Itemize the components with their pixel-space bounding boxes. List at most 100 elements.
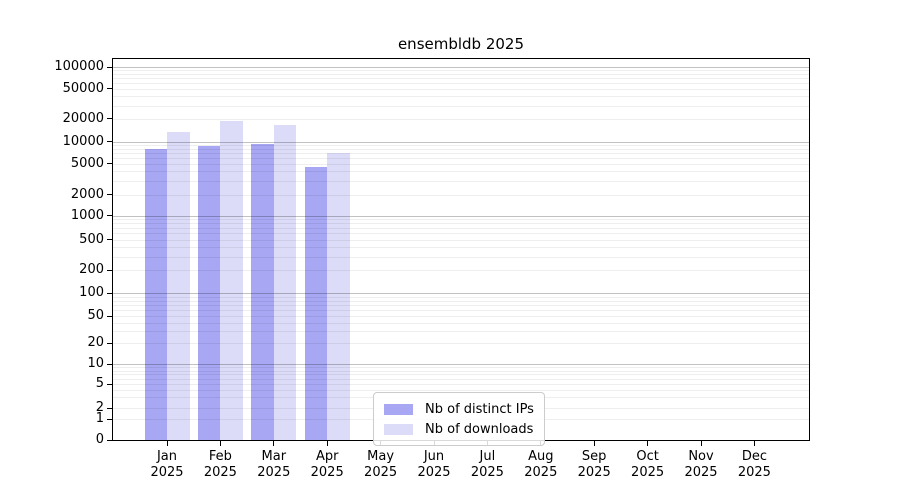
x-tick-mark [219,441,221,446]
major-gridline [113,141,809,143]
y-tick-label: 2 [95,400,104,416]
major-gridline [113,293,809,295]
y-tick-mark [107,239,112,241]
legend-label-downloads: Nb of downloads [425,421,534,437]
x-tick-mark [593,441,595,446]
x-tick-mark [753,441,755,446]
bar-downloads-jan [167,131,190,440]
x-tick-label: Jun 2025 [417,449,451,480]
minor-gridline [113,316,809,318]
bar-downloads-apr [327,153,350,440]
x-tick-label: Aug 2025 [524,449,558,480]
legend: Nb of distinct IPs Nb of downloads [373,392,545,446]
minor-gridline [113,331,809,333]
y-tick-label: 500 [79,231,104,247]
y-tick-mark [107,88,112,90]
y-tick-mark [107,215,112,217]
minor-gridline [113,105,809,107]
y-tick-label: 50 [87,308,104,324]
x-tick-mark [700,441,702,446]
y-tick-mark [107,194,112,196]
minor-gridline [113,194,809,196]
y-tick-mark [107,141,112,143]
y-tick-label: 50000 [62,80,104,96]
plot-area: Nb of distinct IPs Nb of downloads [112,58,810,446]
x-tick-label: Apr 2025 [310,449,344,480]
x-tick-mark [166,441,168,446]
minor-gridline [113,370,809,372]
minor-gridline [113,145,809,147]
minor-gridline [113,233,809,235]
x-tick-label: Dec 2025 [737,449,771,480]
minor-gridline [113,219,809,221]
x-tick-label: Jul 2025 [470,449,504,480]
minor-gridline [113,389,809,391]
minor-gridline [113,239,809,241]
y-tick-label: 5000 [70,155,104,171]
x-tick-label: Nov 2025 [684,449,718,480]
legend-swatch-downloads [384,423,413,435]
minor-gridline [113,74,809,76]
x-tick-label: Mar 2025 [257,449,291,480]
y-tick-label: 1000 [70,207,104,223]
minor-gridline [113,247,809,249]
legend-item-downloads: Nb of downloads [384,419,534,439]
major-gridline [113,67,809,68]
y-tick-mark [107,418,112,420]
minor-gridline [113,296,809,298]
bar-distinct-ips-feb [197,145,221,440]
y-tick-mark [107,163,112,165]
y-tick-mark [107,269,112,271]
y-tick-mark [107,118,112,120]
minor-gridline [113,96,809,98]
y-tick-label: 1 [95,411,104,427]
minor-gridline [113,78,809,80]
x-tick-label: Oct 2025 [631,449,665,480]
minor-gridline [113,374,809,376]
y-tick-label: 10000 [62,133,104,149]
minor-gridline [113,310,809,312]
minor-gridline [113,305,809,307]
y-tick-label: 5 [95,376,104,392]
x-tick-mark [326,441,328,446]
minor-gridline [113,322,809,324]
y-tick-mark [107,383,112,385]
minor-gridline [113,384,809,386]
y-tick-label: 100 [79,285,104,301]
minor-gridline [113,378,809,380]
bar-downloads-mar [273,125,297,440]
minor-gridline [113,153,809,155]
x-tick-label: Sep 2025 [577,449,611,480]
x-tick-mark [273,441,275,446]
minor-gridline [113,270,809,272]
y-tick-mark [107,439,112,441]
legend-swatch-distinct-ips [384,403,413,415]
minor-gridline [113,171,809,173]
minor-gridline [113,163,809,165]
minor-gridline [113,88,809,90]
minor-gridline [113,180,809,182]
legend-label-distinct-ips: Nb of distinct IPs [425,401,534,417]
minor-gridline [113,223,809,225]
y-tick-label: 10 [87,356,104,372]
minor-gridline [113,157,809,159]
y-tick-mark [107,315,112,317]
bar-distinct-ips-jan [144,148,167,440]
minor-gridline [113,343,809,345]
minor-gridline [113,300,809,302]
y-tick-label: 0 [95,432,104,447]
y-tick-mark [107,292,112,294]
x-tick-label: Jan 2025 [150,449,184,480]
minor-gridline [113,118,809,120]
y-tick-mark [107,407,112,409]
minor-gridline [113,83,809,85]
minor-gridline [113,227,809,229]
x-tick-label: Feb 2025 [203,449,237,480]
major-gridline [113,215,809,217]
x-tick-mark [647,441,649,446]
y-tick-label: 200 [79,262,104,278]
y-tick-mark [107,342,112,344]
minor-gridline [113,367,809,369]
y-tick-mark [107,363,112,365]
